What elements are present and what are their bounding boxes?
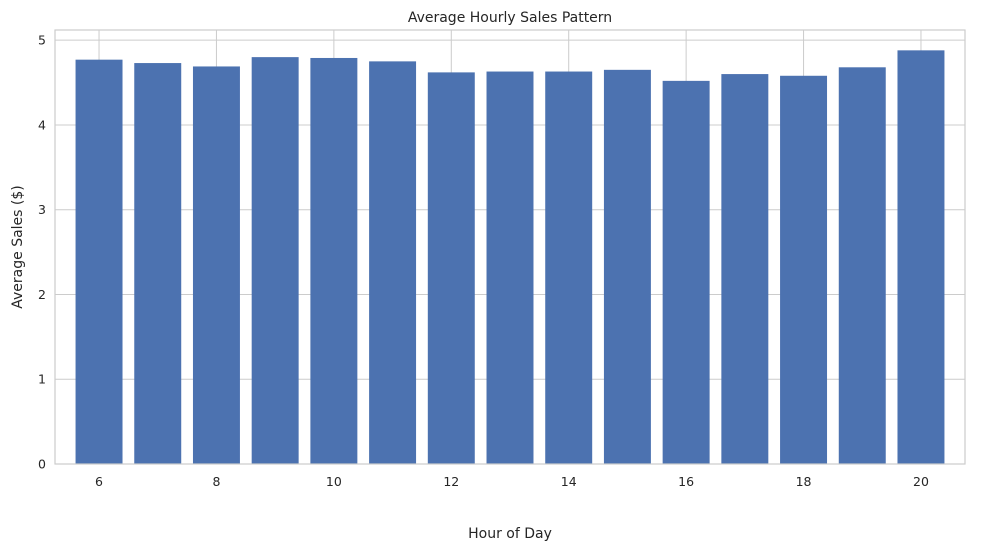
x-tick-label: 8 [212,474,220,489]
bar [721,74,769,464]
y-tick-label: 3 [38,202,46,217]
bar [310,57,358,464]
y-tick-label: 0 [38,457,46,472]
y-tick-label: 5 [38,33,46,48]
bar [780,75,828,464]
bar [369,61,417,464]
x-tick-label: 14 [561,474,577,489]
y-tick-label: 4 [38,117,46,132]
bar [486,71,534,464]
x-axis-label: Hour of Day [468,526,552,542]
bar [192,66,240,464]
bar [427,72,475,464]
bar [662,80,710,464]
plot-frame [54,29,966,465]
y-axis-label: Average Sales ($) [10,185,26,308]
bar [897,50,945,464]
bars [75,50,945,464]
x-tick-label: 10 [326,474,342,489]
y-tick-labels: 0 1 2 3 4 5 [38,33,46,472]
x-tick-label: 16 [678,474,694,489]
y-tick-label: 1 [38,372,46,387]
bar [545,71,593,464]
chart-title: Average Hourly Sales Pattern [408,10,612,26]
y-tick-label: 2 [38,287,46,302]
bar [603,69,651,464]
bar [838,67,886,464]
x-tick-label: 6 [95,474,103,489]
bar [75,59,123,464]
bar [134,63,182,464]
x-tick-label: 18 [796,474,812,489]
x-tick-label: 12 [443,474,459,489]
x-tick-label: 20 [913,474,929,489]
x-tick-labels: 6 8 10 12 14 16 18 20 [95,474,929,489]
bar [251,57,299,464]
